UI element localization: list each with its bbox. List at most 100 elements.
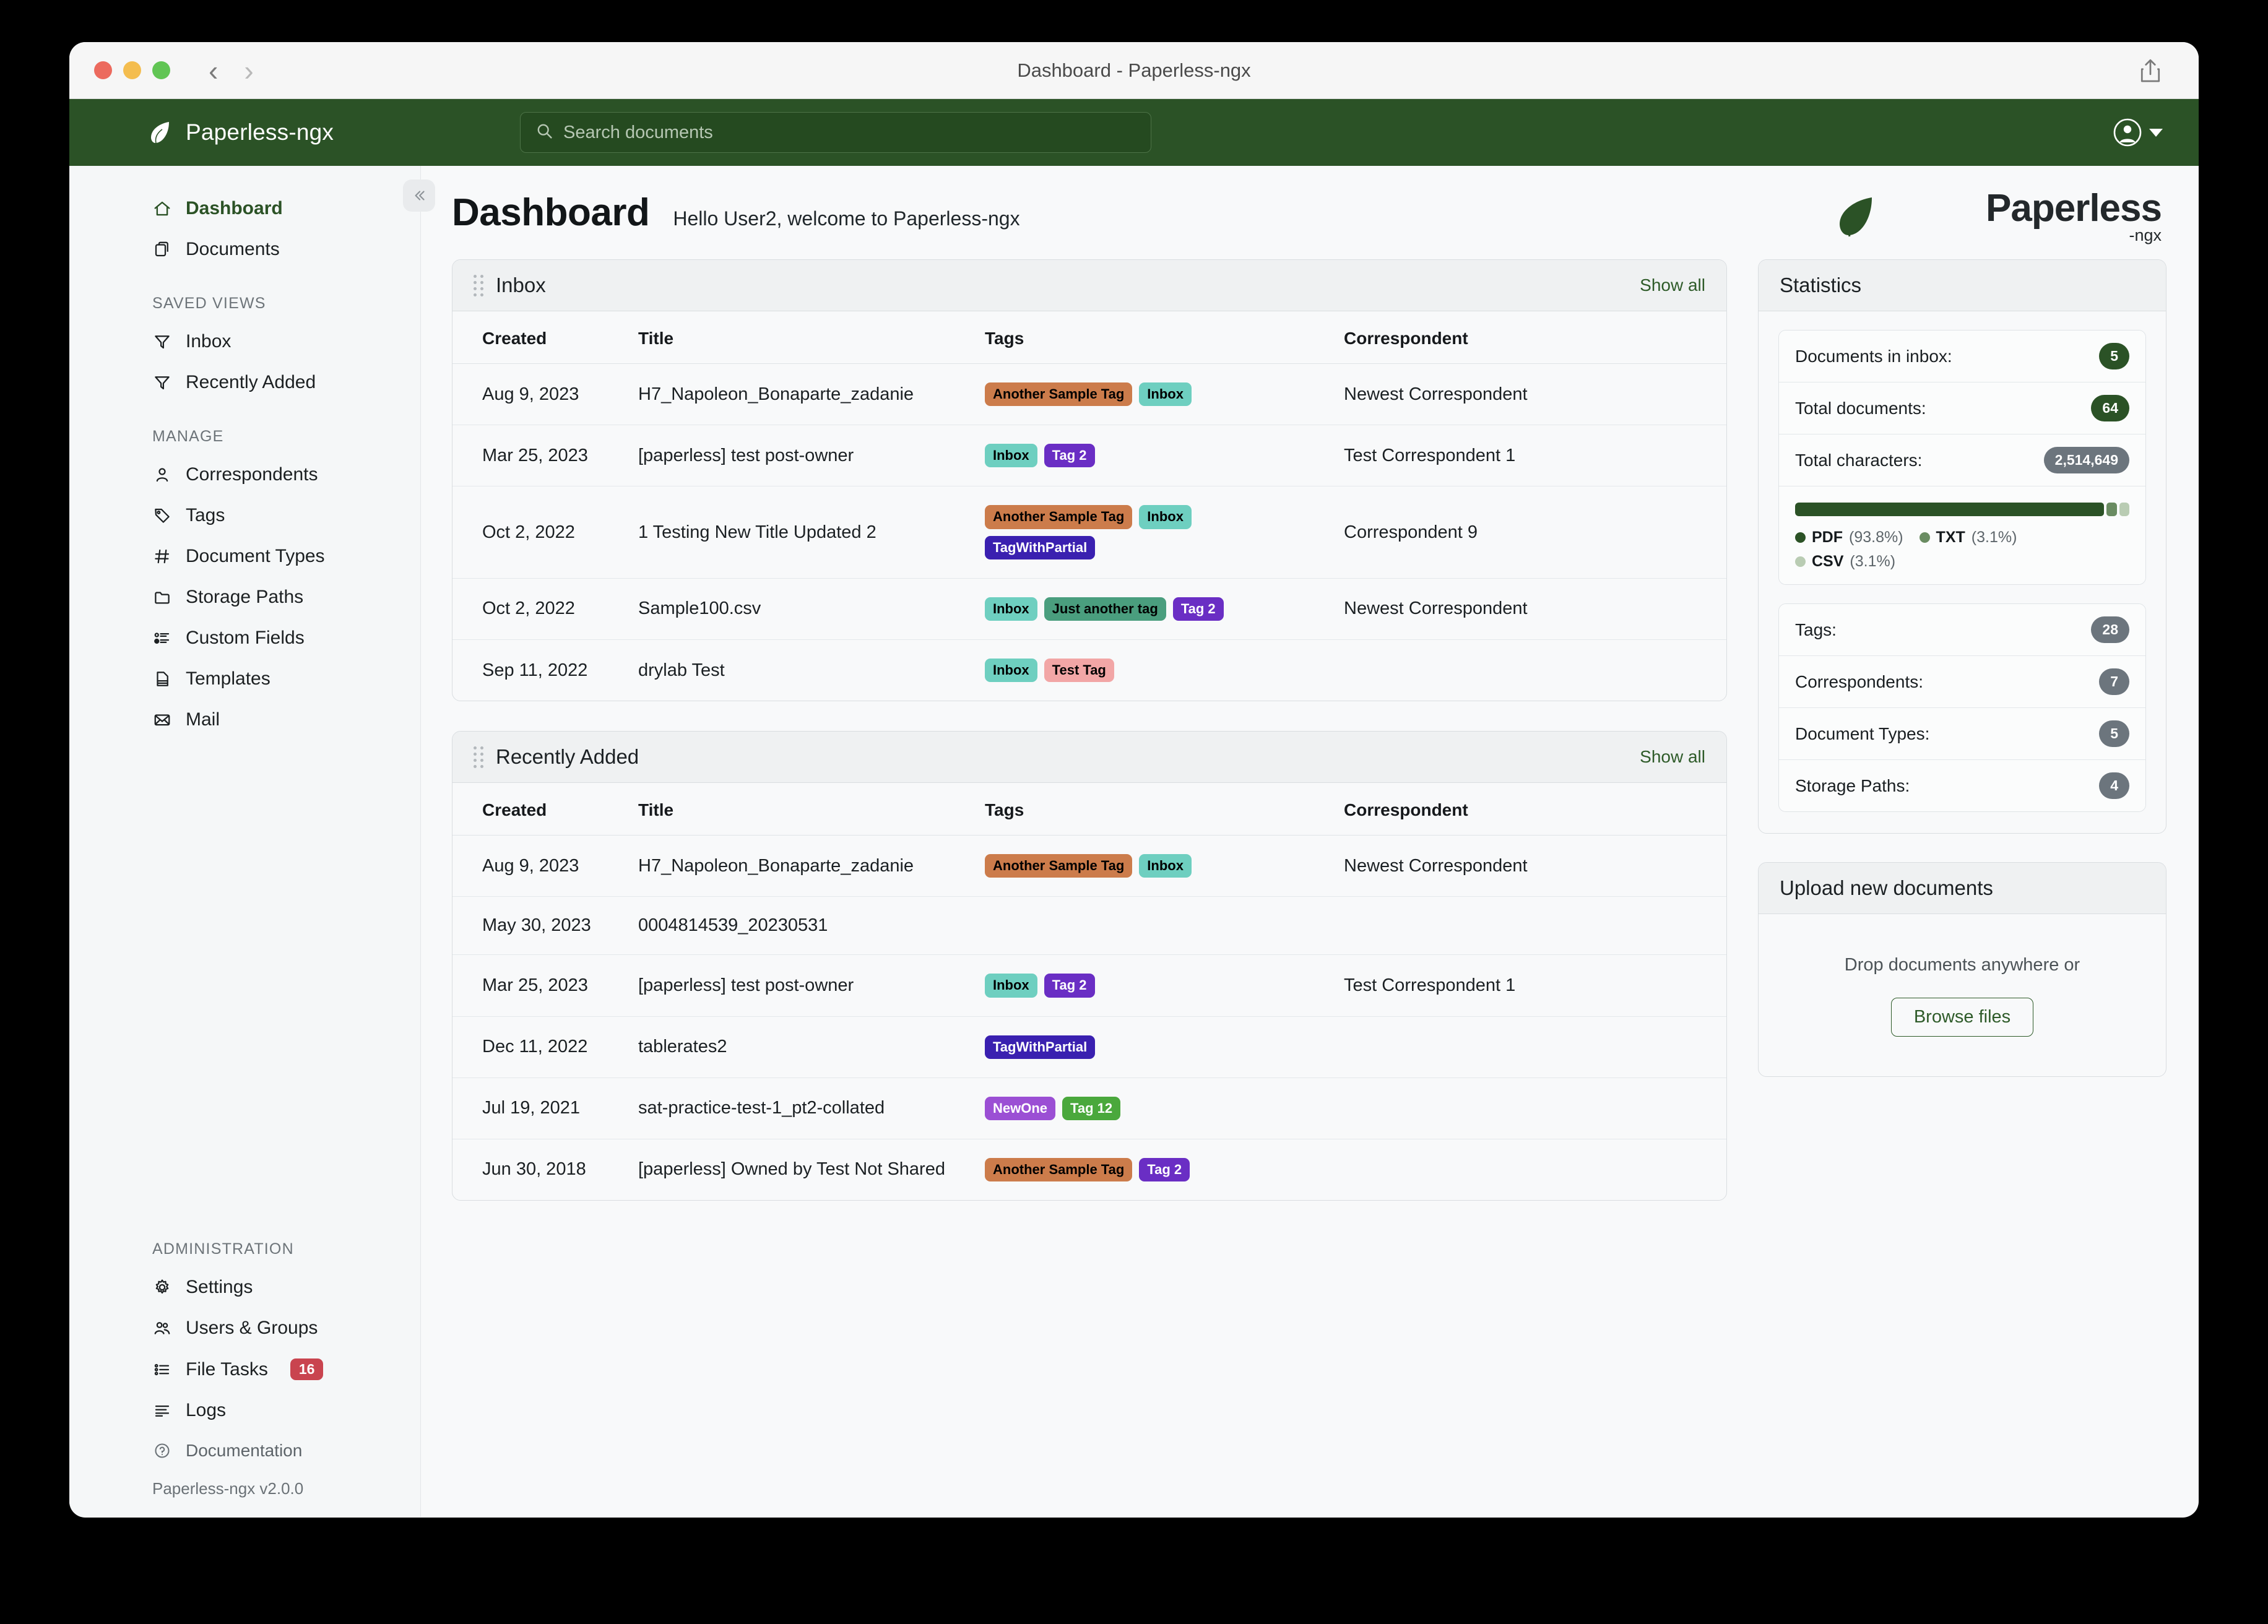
sidebar-item-mail[interactable]: Mail <box>69 699 420 740</box>
welcome-message: Hello User2, welcome to Paperless-ngx <box>673 207 1020 230</box>
cell-title[interactable]: 0004814539_20230531 <box>638 896 985 956</box>
cell-title[interactable]: [paperless] test post-owner <box>638 425 985 487</box>
sidebar-item-file-tasks[interactable]: File Tasks 16 <box>69 1349 420 1390</box>
cell-title[interactable]: drylab Test <box>638 660 725 680</box>
widget-recently-added: Recently Added Show all Created Title Ta… <box>452 731 1727 1201</box>
tag-chip[interactable]: Another Sample Tag <box>985 382 1133 407</box>
logs-icon <box>152 1401 172 1420</box>
sidebar-item-correspondents[interactable]: Correspondents <box>69 454 420 495</box>
table-row[interactable]: Dec 11, 2022 tablerates2 TagWithPartial <box>452 1016 1726 1078</box>
sidebar-item-dashboard[interactable]: Dashboard <box>69 188 420 229</box>
tag-chip[interactable]: Another Sample Tag <box>985 505 1133 529</box>
cell-tags: NewOne Tag 12 <box>985 1078 1344 1139</box>
cell-tags: Inbox Just another tag Tag 2 <box>985 578 1344 640</box>
stat-total-characters: Total characters: 2,514,649 <box>1779 434 2145 486</box>
brand[interactable]: Paperless-ngx <box>146 119 334 145</box>
mime-type-chart: PDF (93.8%) TXT (3.1%) CSV (3.1%) <box>1779 486 2145 584</box>
tag-chip[interactable]: Inbox <box>1139 382 1192 407</box>
table-row[interactable]: Oct 2, 2022 Sample100.csv Inbox Just anothe… <box>452 578 1726 640</box>
tag-chip[interactable]: Inbox <box>985 597 1037 621</box>
sidebar-item-tags[interactable]: Tags <box>69 495 420 536</box>
tag-icon <box>152 506 172 525</box>
sidebar-item-recently-added[interactable]: Recently Added <box>69 362 420 403</box>
sidebar-collapse-button[interactable] <box>403 179 435 212</box>
sidebar-item-label: Settings <box>186 1277 253 1297</box>
stat-value: 4 <box>2099 772 2129 799</box>
sidebar-item-users-groups[interactable]: Users & Groups <box>69 1308 420 1349</box>
tag-chip[interactable]: Tag 2 <box>1044 974 1095 998</box>
cell-title[interactable]: sat-practice-test-1_pt2-collated <box>638 1078 985 1139</box>
table-row[interactable]: Oct 2, 2022 1 Testing New Title Updated 2… <box>452 486 1726 579</box>
stat-value: 5 <box>2099 720 2129 747</box>
tag-chip[interactable]: Test Tag <box>1044 658 1114 683</box>
browser-nav-arrows[interactable]: ‹ › <box>209 56 254 85</box>
forward-arrow-icon[interactable]: › <box>244 54 254 87</box>
show-all-link[interactable]: Show all <box>1640 747 1705 767</box>
tag-chip[interactable]: Inbox <box>985 444 1037 468</box>
cell-title[interactable]: Sample100.csv <box>638 578 985 640</box>
sidebar-item-storage-paths[interactable]: Storage Paths <box>69 577 420 618</box>
sidebar-item-inbox[interactable]: Inbox <box>69 321 420 362</box>
back-arrow-icon[interactable]: ‹ <box>209 54 219 87</box>
page-title: Dashboard <box>452 191 650 234</box>
sidebar-section-saved-views: SAVED VIEWS <box>152 295 266 312</box>
tag-list: Another Sample Tag Inbox TagWithPartial <box>985 505 1251 559</box>
col-tags: Tags <box>985 783 1344 836</box>
cell-title[interactable]: H7_Napoleon_Bonaparte_zadanie <box>638 835 985 897</box>
tag-chip[interactable]: TagWithPartial <box>985 535 1096 559</box>
user-menu-button[interactable] <box>2113 118 2163 147</box>
window-traffic-lights[interactable] <box>94 61 170 79</box>
tag-chip[interactable]: Tag 2 <box>1139 1157 1190 1182</box>
sidebar-item-documentation[interactable]: Documentation <box>69 1431 420 1471</box>
tag-chip[interactable]: Inbox <box>1139 854 1192 878</box>
drag-handle-icon[interactable] <box>474 274 483 296</box>
tag-chip[interactable]: Another Sample Tag <box>985 854 1133 878</box>
upload-dropzone[interactable]: Drop documents anywhere or Browse files <box>1759 914 2166 1076</box>
drag-handle-icon[interactable] <box>474 746 483 768</box>
table-row[interactable]: Mar 25, 2023 [paperless] test post-owner I… <box>452 954 1726 1017</box>
table-row[interactable]: May 30, 2023 0004814539_20230531 <box>452 896 1726 956</box>
stat-label: Documents in inbox: <box>1795 346 1952 366</box>
sidebar-item-logs[interactable]: Logs <box>69 1390 420 1431</box>
tag-chip[interactable]: NewOne <box>985 1096 1056 1120</box>
sidebar-item-document-types[interactable]: Document Types <box>69 536 420 577</box>
sidebar-item-settings[interactable]: Settings <box>69 1267 420 1308</box>
hash-icon <box>152 546 172 566</box>
table-row[interactable]: Jul 19, 2021 sat-practice-test-1_pt2-coll… <box>452 1078 1726 1139</box>
tag-chip[interactable]: Inbox <box>1139 505 1192 529</box>
sidebar-item-templates[interactable]: Templates <box>69 659 420 699</box>
tag-chip[interactable]: Tag 12 <box>1062 1096 1121 1120</box>
table-row[interactable]: Sep 11, 2022 drylab Test Inbox Test Tag <box>452 639 1726 701</box>
browse-files-button[interactable]: Browse files <box>1890 998 2034 1037</box>
sidebar-item-label: Inbox <box>186 331 232 352</box>
cell-title[interactable]: 1 Testing New Title Updated 2 <box>638 486 985 579</box>
maximize-window-button[interactable] <box>152 61 170 79</box>
search-input[interactable]: Search documents <box>520 112 1151 153</box>
show-all-link[interactable]: Show all <box>1640 275 1705 295</box>
cell-title[interactable]: [paperless] test post-owner <box>638 954 985 1017</box>
sidebar-item-documents[interactable]: Documents <box>69 229 420 270</box>
table-row[interactable]: Aug 9, 2023 H7_Napoleon_Bonaparte_zadanie… <box>452 363 1726 426</box>
tag-chip[interactable]: Tag 2 <box>1044 444 1095 468</box>
minimize-window-button[interactable] <box>123 61 141 79</box>
table-row[interactable]: Aug 9, 2023 H7_Napoleon_Bonaparte_zadanie… <box>452 835 1726 897</box>
tag-chip[interactable]: Just another tag <box>1044 597 1166 621</box>
table-row[interactable]: Mar 25, 2023 [paperless] test post-owner I… <box>452 425 1726 487</box>
cell-title[interactable]: H7_Napoleon_Bonaparte_zadanie <box>638 363 985 426</box>
tag-list: Another Sample Tag Inbox <box>985 854 1251 878</box>
cell-title[interactable]: tablerates2 <box>638 1016 985 1078</box>
statistics-body: Documents in inbox: 5 Total documents: 6… <box>1759 311 2166 833</box>
table-row[interactable]: Jun 30, 2018 [paperless] Owned by Test No… <box>452 1139 1726 1200</box>
tag-chip[interactable]: Another Sample Tag <box>985 1157 1133 1182</box>
tag-chip[interactable]: Tag 2 <box>1172 597 1224 621</box>
tag-chip[interactable]: TagWithPartial <box>985 1035 1096 1059</box>
mime-legend-entry: PDF (93.8%) <box>1795 529 1903 546</box>
share-icon[interactable] <box>2138 58 2163 84</box>
cell-title[interactable]: [paperless] Owned by Test Not Shared <box>638 1159 945 1180</box>
close-window-button[interactable] <box>94 61 112 79</box>
tag-chip[interactable]: Inbox <box>985 658 1037 683</box>
tag-chip[interactable]: Inbox <box>985 974 1037 998</box>
sidebar-item-custom-fields[interactable]: Custom Fields <box>69 618 420 659</box>
stat-value: 28 <box>2091 616 2129 643</box>
widget-upload[interactable]: Upload new documents Drop documents anyw… <box>1758 862 2166 1077</box>
